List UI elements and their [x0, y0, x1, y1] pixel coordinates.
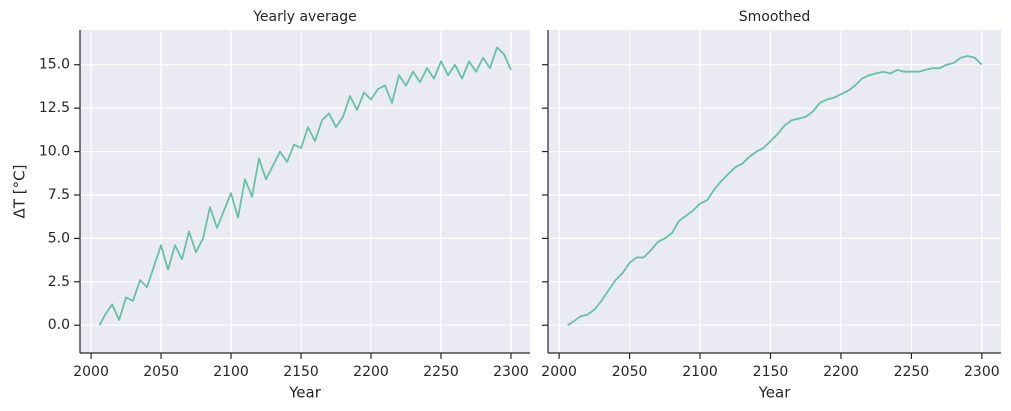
panel-title: Smoothed	[739, 9, 811, 25]
x-tick-label: 2150	[753, 364, 789, 380]
x-tick-label: 2200	[353, 364, 389, 380]
plot-background	[548, 30, 1001, 353]
plot-background	[80, 30, 530, 353]
x-tick-label: 2000	[73, 364, 109, 380]
x-tick-label: 2100	[213, 364, 249, 380]
y-tick-label: 15.0	[39, 57, 70, 73]
x-tick-label: 2200	[823, 364, 859, 380]
x-tick-label: 2100	[682, 364, 718, 380]
x-axis-label: Year	[288, 384, 322, 402]
x-tick-label: 2250	[894, 364, 930, 380]
y-tick-label: 0.0	[48, 317, 70, 333]
y-tick-label: 7.5	[48, 187, 70, 203]
y-tick-label: 10.0	[39, 144, 70, 160]
data-line	[98, 46, 512, 326]
panel-title: Yearly average	[252, 9, 357, 25]
x-tick-label: 2050	[612, 364, 648, 380]
data-line	[567, 55, 983, 326]
x-tick-label: 2050	[143, 364, 179, 380]
y-tick-label: 12.5	[39, 100, 70, 116]
x-axis-label: Year	[758, 384, 792, 402]
x-tick-label: 2000	[541, 364, 577, 380]
x-tick-label: 2250	[423, 364, 459, 380]
x-tick-label: 2300	[964, 364, 1000, 380]
y-tick-label: 2.5	[48, 274, 70, 290]
x-tick-label: 2150	[283, 364, 319, 380]
y-axis-label: ΔT [°C]	[11, 165, 29, 219]
x-tick-label: 2300	[493, 364, 529, 380]
y-tick-label: 5.0	[48, 230, 70, 246]
